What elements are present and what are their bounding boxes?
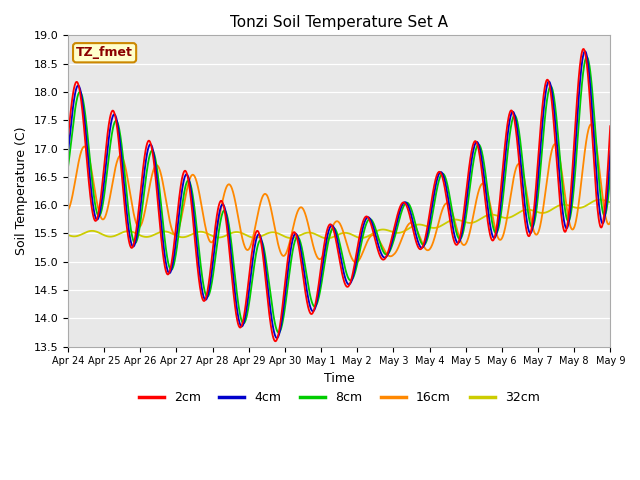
Legend: 2cm, 4cm, 8cm, 16cm, 32cm: 2cm, 4cm, 8cm, 16cm, 32cm: [134, 386, 545, 409]
X-axis label: Time: Time: [324, 372, 355, 385]
Text: TZ_fmet: TZ_fmet: [76, 46, 133, 59]
Y-axis label: Soil Temperature (C): Soil Temperature (C): [15, 127, 28, 255]
Title: Tonzi Soil Temperature Set A: Tonzi Soil Temperature Set A: [230, 15, 448, 30]
